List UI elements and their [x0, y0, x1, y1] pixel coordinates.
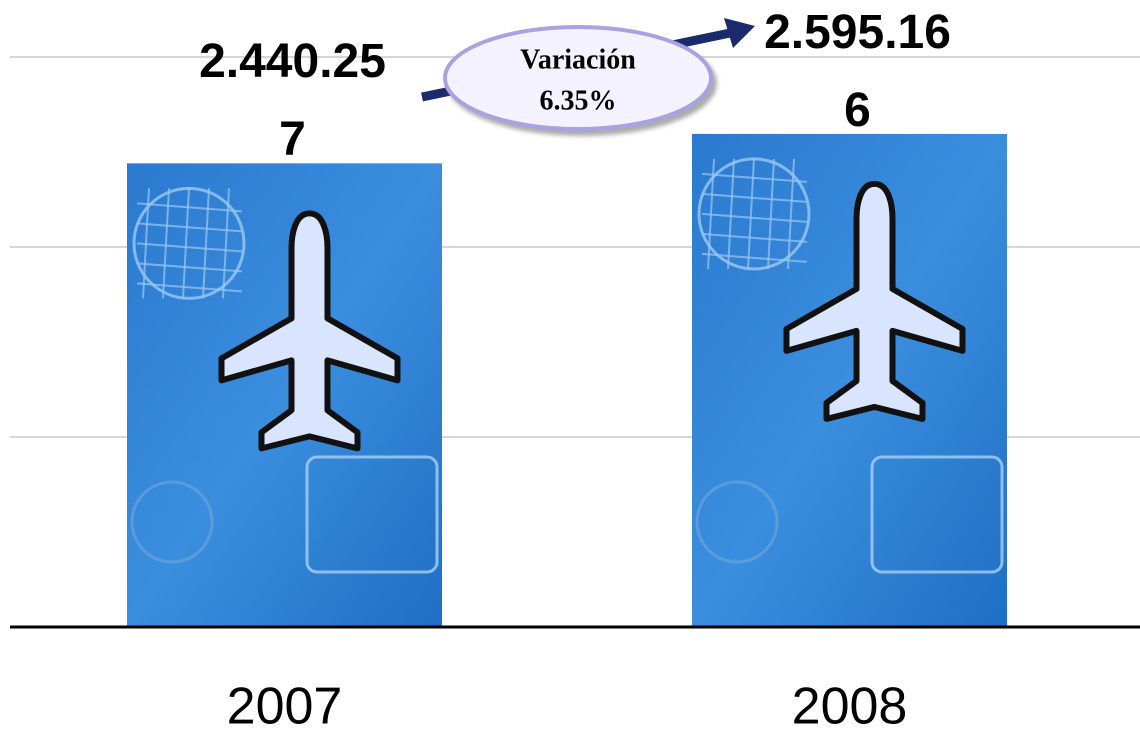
globe-line — [701, 252, 808, 263]
bar-decoration — [130, 186, 439, 574]
globe-line — [727, 158, 735, 269]
globe-line — [162, 188, 170, 299]
globe-line — [701, 212, 808, 223]
stamp — [130, 480, 214, 564]
x-tick-label: 2007 — [227, 678, 343, 734]
annotation-bubble — [443, 25, 713, 131]
globe-line — [787, 158, 795, 269]
globe-line — [701, 172, 808, 183]
bar — [692, 133, 1007, 627]
globe-line — [136, 242, 243, 253]
annotation-line: 6.35% — [540, 85, 617, 116]
globe-line — [136, 222, 243, 233]
bar — [127, 163, 442, 627]
globe-line — [701, 192, 808, 203]
globe-line — [202, 188, 210, 299]
plane — [783, 180, 966, 422]
annotation-line: Variación — [520, 44, 636, 75]
suitcase — [870, 455, 1004, 574]
value-label: 2.440.257 — [199, 35, 386, 167]
globe-line — [222, 188, 230, 299]
plane — [218, 210, 401, 452]
value-label: 2.595.166 — [764, 5, 951, 137]
bar-decoration — [695, 157, 1004, 574]
suitcase — [305, 455, 439, 574]
globe-line — [136, 202, 243, 213]
globe-line — [182, 188, 190, 299]
stamp — [695, 480, 779, 564]
globe-line — [747, 158, 755, 269]
x-tick-label: 2008 — [792, 678, 908, 734]
globe-line — [136, 282, 243, 293]
globe-line — [767, 158, 775, 269]
